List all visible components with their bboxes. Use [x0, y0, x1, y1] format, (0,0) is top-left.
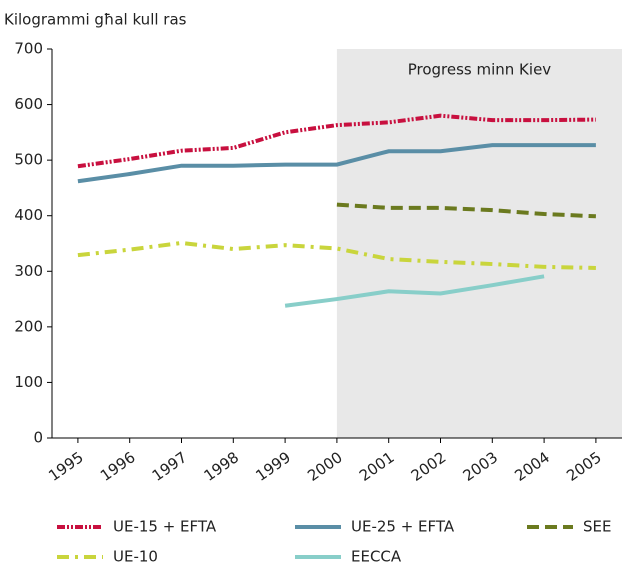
series-line [336, 202, 596, 219]
y-tick-label: 300 [14, 262, 43, 280]
legend-label: UE-15 + EFTA [113, 518, 217, 536]
x-tick-label: 2005 [563, 448, 605, 485]
annotation: Progress minn Kiev [408, 61, 552, 79]
series-line [77, 143, 596, 184]
x-tick-label: 1997 [149, 448, 191, 485]
y-tick-label: 0 [33, 429, 43, 447]
x-tick-label: 2002 [408, 448, 450, 485]
series-line [77, 240, 596, 270]
y-tick-label: 100 [14, 373, 43, 391]
y-tick-label: 400 [14, 206, 43, 224]
x-tick-label: 2001 [356, 448, 398, 485]
legend-label: UE-25 + EFTA [351, 518, 455, 536]
x-tick-label: 1998 [201, 448, 243, 485]
x-tick-label: 2000 [304, 448, 346, 485]
x-tick-label: 2004 [511, 448, 553, 485]
legend-label: UE-10 [113, 548, 158, 566]
y-axis-label: Kilogrammi għal kull ras [4, 11, 187, 29]
series-line [284, 274, 545, 308]
series-line [77, 113, 596, 169]
x-tick-label: 1996 [97, 448, 139, 485]
x-tick-label: 1999 [252, 448, 294, 485]
y-tick-label: 700 [14, 40, 43, 58]
legend-label: EECCA [351, 548, 402, 566]
legend-label: SEE [583, 518, 611, 536]
x-tick-label: 1995 [45, 448, 87, 485]
x-tick-label: 2003 [460, 448, 502, 485]
y-tick-label: 600 [14, 95, 43, 113]
shaded-region [336, 49, 622, 438]
y-tick-label: 500 [14, 151, 43, 169]
y-tick-label: 200 [14, 317, 43, 335]
